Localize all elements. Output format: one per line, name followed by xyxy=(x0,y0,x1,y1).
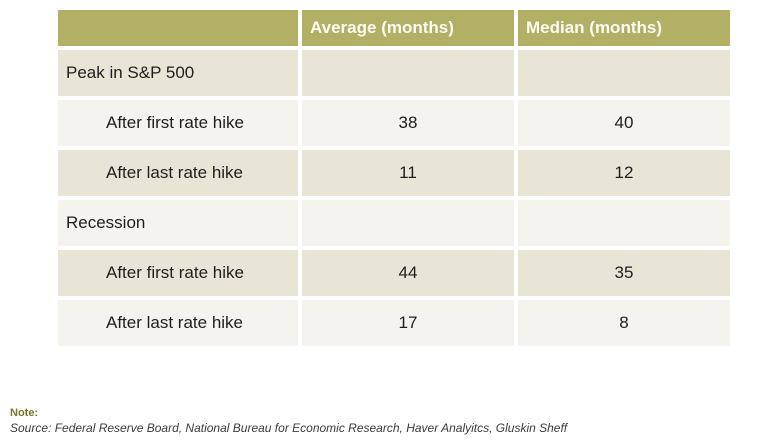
median-value-cell: 35 xyxy=(518,250,730,296)
table-header-row: Average (months) Median (months) xyxy=(58,10,730,46)
row-label-cell: After last rate hike xyxy=(58,150,298,196)
median-value-cell: 8 xyxy=(518,300,730,346)
median-value-cell: 12 xyxy=(518,150,730,196)
average-value-cell: 17 xyxy=(302,300,514,346)
median-value-cell: 40 xyxy=(518,100,730,146)
table-row: After last rate hike 11 12 xyxy=(58,150,730,196)
rate-hike-table: Average (months) Median (months) Peak in… xyxy=(58,10,730,346)
median-value-cell xyxy=(518,200,730,246)
source-text: Source: Federal Reserve Board, National … xyxy=(10,421,568,435)
median-value-cell xyxy=(518,50,730,96)
header-average-months: Average (months) xyxy=(302,10,514,46)
average-value-cell: 44 xyxy=(302,250,514,296)
average-value-cell xyxy=(302,50,514,96)
table-row: After first rate hike 38 40 xyxy=(58,100,730,146)
header-empty-cell xyxy=(58,10,298,46)
note-label: Note: xyxy=(10,407,39,419)
row-label-cell: Peak in S&P 500 xyxy=(58,50,298,96)
row-label-cell: After first rate hike xyxy=(58,250,298,296)
table-body: Peak in S&P 500 After first rate hike 38… xyxy=(58,50,730,346)
average-value-cell: 38 xyxy=(302,100,514,146)
average-value-cell xyxy=(302,200,514,246)
average-value-cell: 11 xyxy=(302,150,514,196)
row-label-cell: Recession xyxy=(58,200,298,246)
table-row: After last rate hike 17 8 xyxy=(58,300,730,346)
rate-hike-table-figure: Average (months) Median (months) Peak in… xyxy=(58,10,730,346)
row-label-cell: After first rate hike xyxy=(58,100,298,146)
table-row: Recession xyxy=(58,200,730,246)
table-row: Peak in S&P 500 xyxy=(58,50,730,96)
footer: Note: Source: Federal Reserve Board, Nat… xyxy=(10,407,567,435)
header-median-months: Median (months) xyxy=(518,10,730,46)
table-row: After first rate hike 44 35 xyxy=(58,250,730,296)
row-label-cell: After last rate hike xyxy=(58,300,298,346)
